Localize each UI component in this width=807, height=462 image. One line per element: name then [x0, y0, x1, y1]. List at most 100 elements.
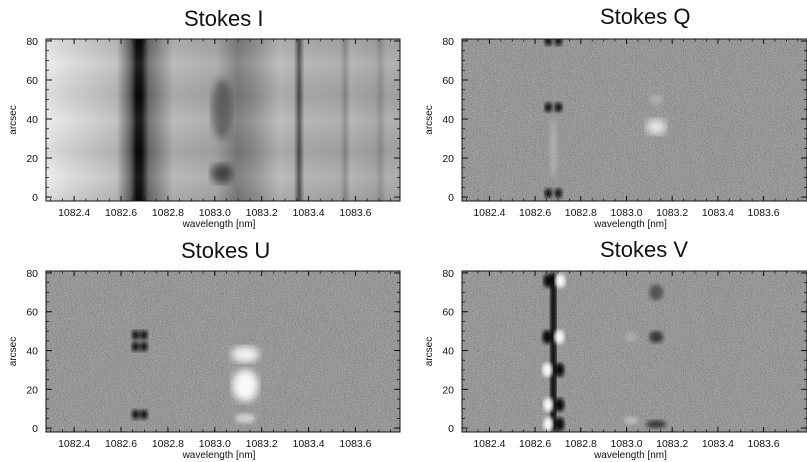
polarization-signal-dark — [131, 330, 140, 341]
polarization-signal-dark — [139, 330, 148, 341]
x-tick-label: 1082.6 — [519, 438, 551, 450]
x-tick-label: 1083.6 — [339, 207, 371, 219]
x-tick-label: 1083.6 — [339, 438, 371, 450]
y-tick-label: 60 — [442, 75, 454, 87]
x-tick-label: 1082.8 — [152, 438, 184, 450]
polarization-signal-dark — [542, 329, 553, 344]
axes-frame — [45, 38, 401, 202]
polarization-signal-dark — [139, 341, 148, 352]
polarization-signal-bright — [542, 362, 553, 377]
polarization-signal-bright — [625, 331, 638, 342]
polarization-signal-dark — [544, 102, 553, 113]
y-tick-label: 60 — [26, 75, 38, 87]
polarization-signal-dark — [649, 330, 664, 343]
polarization-signal-dark — [131, 341, 140, 352]
y-tick-label: 0 — [448, 192, 454, 204]
x-tick-label: 1083.4 — [702, 207, 734, 219]
y-tick-label: 40 — [442, 346, 454, 358]
polarization-signal-bright — [649, 94, 664, 105]
axes-frame — [45, 270, 401, 433]
y-tick-label: 0 — [32, 192, 38, 204]
polarization-signal-bright — [231, 346, 260, 363]
y-axis-label: arcsec — [424, 105, 435, 134]
polarization-signal-bright — [543, 417, 554, 432]
x-tick-label: 1082.6 — [105, 438, 137, 450]
noise-texture — [462, 39, 807, 201]
x-tick-label: 1083.0 — [199, 207, 231, 219]
x-tick-label: 1082.8 — [565, 438, 597, 450]
x-tick-label: 1083.0 — [199, 438, 231, 450]
x-tick-label: 1083.4 — [293, 438, 325, 450]
polarization-signal-bright — [549, 118, 558, 179]
y-tick-label: 80 — [442, 36, 454, 48]
y-tick-label: 80 — [26, 36, 38, 48]
spectral-image — [46, 271, 400, 432]
polarization-signal-bright — [554, 329, 565, 344]
polarization-signal-dark — [550, 272, 557, 432]
y-tick-label: 40 — [26, 346, 38, 358]
x-tick-label: 1082.8 — [152, 207, 184, 219]
polarization-signal-dark — [646, 420, 667, 429]
x-tick-label: 1083.2 — [246, 438, 278, 450]
absorption-feature — [210, 163, 233, 184]
y-tick-label: 20 — [442, 153, 454, 165]
polarization-signal-bright — [235, 413, 256, 424]
polarization-signal-bright — [543, 397, 554, 412]
polarization-signal-dark — [649, 284, 664, 301]
spectral-image — [46, 39, 400, 201]
polarization-signal-dark — [554, 417, 565, 432]
spectral-image — [462, 271, 807, 432]
x-tick-label: 1082.4 — [473, 438, 505, 450]
x-axis-label: wavelength [nm] — [593, 450, 667, 461]
x-axis-label: wavelength [nm] — [593, 219, 667, 230]
spectral-image — [462, 39, 807, 201]
x-tick-label: 1083.0 — [610, 207, 642, 219]
x-tick-label: 1082.4 — [473, 207, 505, 219]
x-tick-label: 1083.4 — [702, 438, 734, 450]
y-tick-label: 40 — [26, 114, 38, 126]
y-tick-label: 80 — [442, 268, 454, 280]
axes-frame — [461, 270, 807, 433]
panel-2: 1082.4 1082.6 1082.8 1083.0 1083.2 1083.4 1083… — [424, 36, 807, 230]
x-tick-label: 1083.2 — [656, 207, 688, 219]
y-tick-label: 20 — [26, 153, 38, 165]
panel-4: 1082.4 1082.6 1082.8 1083.0 1083.2 1083.4 1083… — [424, 268, 807, 461]
polarization-signal-dark — [139, 409, 148, 420]
polarization-signal-dark — [554, 362, 565, 377]
polarization-signal-bright — [555, 273, 566, 288]
y-tick-label: 60 — [442, 307, 454, 319]
x-axis-label: wavelength [nm] — [182, 450, 256, 461]
axes-frame — [461, 38, 807, 202]
stokes-u-title: Stokes U — [181, 238, 271, 263]
x-tick-label: 1082.6 — [105, 207, 137, 219]
y-tick-label: 20 — [442, 384, 454, 396]
y-axis-label: arcsec — [424, 337, 435, 366]
noise-texture — [462, 271, 807, 432]
x-axis-label: wavelength [nm] — [182, 219, 256, 230]
y-tick-label: 60 — [26, 307, 38, 319]
y-tick-label: 80 — [26, 268, 38, 280]
stokes-v-title: Stokes V — [600, 237, 689, 262]
polarization-signal-bright — [624, 416, 639, 425]
y-tick-label: 40 — [442, 114, 454, 126]
polarization-signal-dark — [554, 102, 563, 113]
polarization-signal-dark — [544, 39, 553, 46]
y-tick-label: 0 — [32, 423, 38, 435]
y-axis-label: arcsec — [8, 105, 19, 134]
y-tick-label: 20 — [26, 384, 38, 396]
polarization-signal-dark — [554, 188, 563, 199]
polarization-signal-dark — [554, 39, 563, 46]
absorption-feature — [211, 79, 232, 140]
polarization-signal-dark — [543, 273, 554, 288]
x-tick-label: 1083.6 — [748, 207, 780, 219]
x-tick-label: 1082.4 — [58, 438, 90, 450]
panel-3: 1082.4 1082.6 1082.8 1083.0 1083.2 1083.4 1083… — [8, 268, 401, 461]
x-tick-label: 1082.6 — [519, 207, 551, 219]
polarization-signal-dark — [131, 409, 140, 420]
y-axis-label: arcsec — [8, 337, 19, 366]
x-tick-label: 1083.4 — [293, 207, 325, 219]
y-tick-label: 0 — [448, 423, 454, 435]
polarization-signal-dark — [554, 397, 565, 412]
panel-1: 1082.4 1082.6 1082.8 1083.0 1083.2 1083.4 1083… — [8, 36, 401, 230]
